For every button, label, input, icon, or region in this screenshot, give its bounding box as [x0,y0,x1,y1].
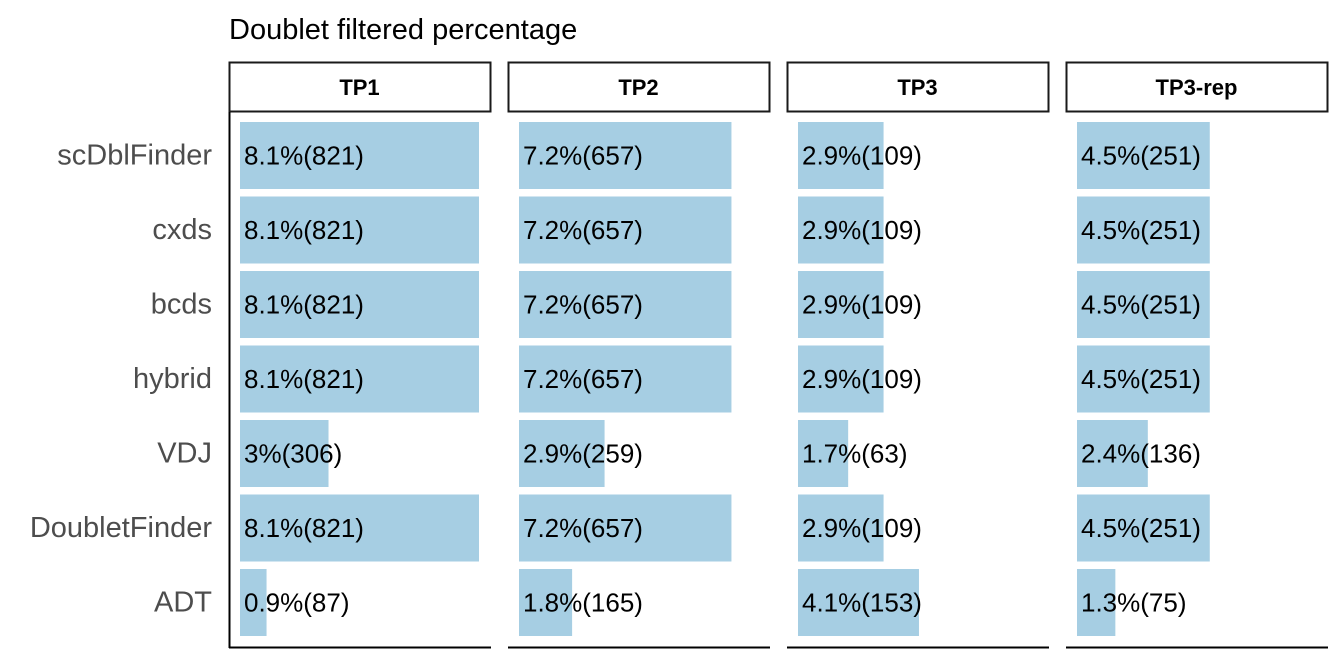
bar [1077,420,1148,487]
data-label: 0.9%(87) [244,588,350,618]
data-label: 4.5%(251) [1081,513,1201,543]
chart-title: Doublet filtered percentage [229,14,577,46]
bar [519,569,573,636]
panel-strip-label: TP1 [339,75,379,100]
bar [240,345,479,413]
bar [798,122,884,189]
data-label: 4.5%(251) [1081,141,1201,171]
data-label: 8.1%(821) [244,364,364,394]
bar [519,122,732,189]
panel-tp3-rep: TP3-rep 4.5%(251) 4.5%(251) 4.5%(251) 4.5%(2… [1065,61,1329,649]
data-label: 8.1%(821) [244,513,364,543]
data-label: 1.8%(165) [523,588,643,618]
bar [240,494,479,562]
data-label: 4.5%(251) [1081,364,1201,394]
data-label: 4.5%(251) [1081,290,1201,320]
data-label: 4.5%(251) [1081,215,1201,245]
data-label: 8.1%(821) [244,141,364,171]
data-label: 2.9%(109) [802,364,922,394]
row-label: bcds [151,289,212,321]
bar [798,420,849,487]
data-label: 2.9%(109) [802,141,922,171]
data-label: 1.3%(75) [1081,588,1187,618]
bar [519,494,732,562]
data-label: 2.9%(259) [523,439,643,469]
bar [519,420,605,487]
row-label: hybrid [133,363,212,395]
panel-strip [228,61,492,113]
bar [519,271,732,338]
panel-tp3: TP3 2.9%(109) 2.9%(109) 2.9%(109) 2.9%(109) 1… [786,61,1050,649]
bar [798,494,884,562]
data-label: 3%(306) [244,439,342,469]
panel-strip [1065,61,1329,113]
data-label: 8.1%(821) [244,290,364,320]
data-label: 7.2%(657) [523,290,643,320]
bar [1077,494,1210,562]
row-label: ADT [154,587,212,619]
bar [798,569,919,636]
bar [1077,196,1210,264]
data-label: 4.1%(153) [802,588,922,618]
row-labels: scDblFinder cxds bcds hybrid VDJ DoubletFinde… [30,140,212,619]
data-label: 2.9%(109) [802,290,922,320]
bar [1077,122,1210,189]
bar [1077,569,1116,636]
panel-tp1: TP1 8.1%(821) 8.1%(821) 8.1%(821) 8.1%(821) 3… [228,61,492,649]
panel-tp2: TP2 7.2%(657) 7.2%(657) 7.2%(657) 7.2%(657) 2… [507,61,771,649]
data-label: 7.2%(657) [523,215,643,245]
panels: TP1 8.1%(821) 8.1%(821) 8.1%(821) 8.1%(821) 3… [228,61,1329,649]
bar [240,420,329,487]
panel-strip-label: TP3 [897,75,937,100]
data-label: 7.2%(657) [523,141,643,171]
row-label: scDblFinder [57,140,212,172]
bar [240,271,479,338]
row-label: VDJ [157,438,212,470]
bar [240,122,479,189]
bar [240,569,267,636]
data-label: 8.1%(821) [244,215,364,245]
bar [798,271,884,338]
data-label: 2.9%(109) [802,513,922,543]
data-label: 2.9%(109) [802,215,922,245]
panel-strip [786,61,1050,113]
bar [240,196,479,264]
row-label: cxds [152,214,212,246]
bar [519,196,732,264]
bar [798,196,884,264]
panel-strip-label: TP2 [618,75,658,100]
data-label: 7.2%(657) [523,513,643,543]
row-label: DoubletFinder [30,512,212,544]
bar [1077,345,1210,413]
data-label: 1.7%(63) [802,439,908,469]
panel-strip [507,61,771,113]
data-label: 2.4%(136) [1081,439,1201,469]
bar [1077,271,1210,338]
panel-strip-label: TP3-rep [1156,75,1238,100]
bar [519,345,732,413]
bar [798,345,884,413]
data-label: 7.2%(657) [523,364,643,394]
